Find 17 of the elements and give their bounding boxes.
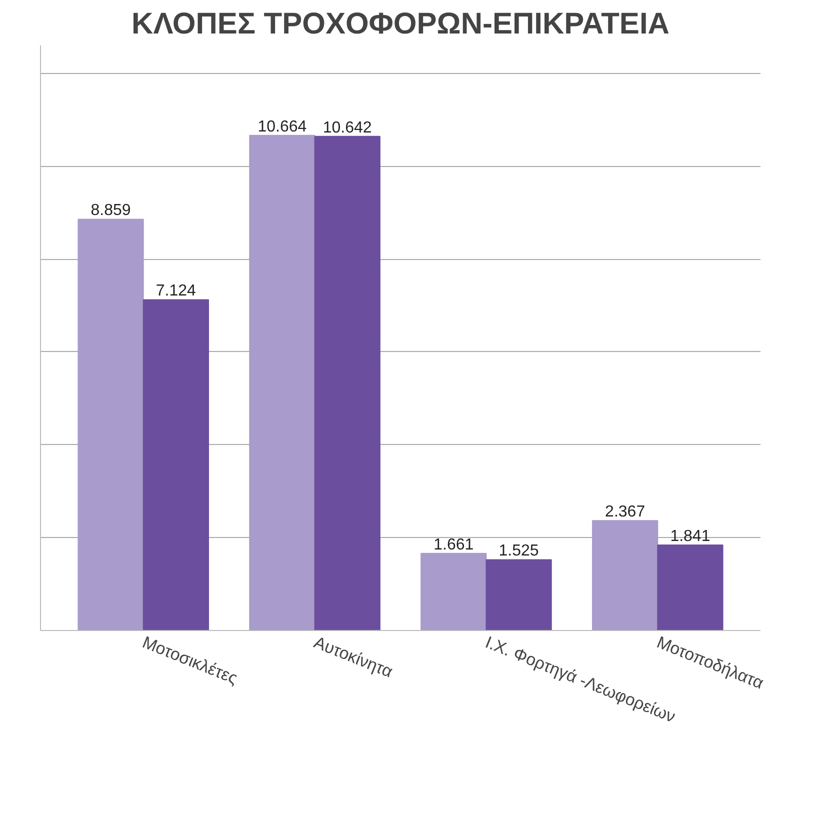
bar (314, 136, 380, 630)
bar (78, 218, 144, 630)
bar (592, 520, 658, 630)
data-label: 1.661 (434, 536, 474, 554)
data-label: 8.859 (90, 202, 131, 220)
bar (420, 552, 487, 630)
data-label: 1.841 (670, 528, 710, 546)
bar (249, 134, 316, 630)
data-label: 2.367 (605, 504, 646, 521)
data-label: 1.525 (498, 542, 539, 560)
bar (486, 559, 552, 630)
data-label: 10.642 (322, 119, 372, 136)
bar (142, 299, 209, 630)
bar (657, 544, 724, 630)
data-label: 7.124 (156, 282, 196, 300)
data-label: 10.664 (258, 118, 307, 136)
chart-title: ΚΛΟΠΕΣ ΤΡΟΧΟΦΟΡΩΝ-ΕΠΙΚΡΑΤΕΙΑ (132, 8, 670, 40)
